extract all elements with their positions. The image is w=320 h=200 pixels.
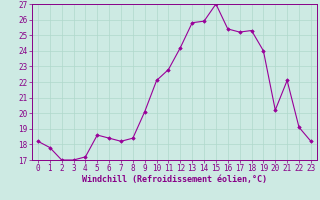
X-axis label: Windchill (Refroidissement éolien,°C): Windchill (Refroidissement éolien,°C)	[82, 175, 267, 184]
